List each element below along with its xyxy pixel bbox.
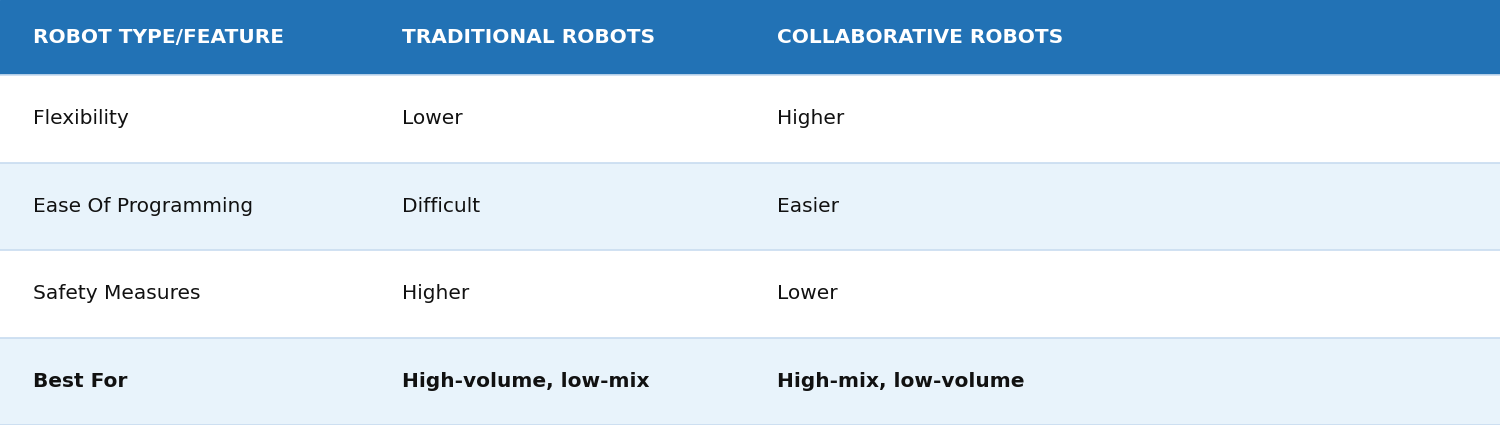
Text: High-volume, low-mix: High-volume, low-mix — [402, 372, 650, 391]
Text: Easier: Easier — [777, 197, 838, 216]
Text: Higher: Higher — [402, 284, 470, 303]
Text: ROBOT TYPE/FEATURE: ROBOT TYPE/FEATURE — [33, 28, 284, 47]
Text: Ease Of Programming: Ease Of Programming — [33, 197, 254, 216]
Bar — [0, 162, 1500, 250]
Text: Flexibility: Flexibility — [33, 109, 129, 128]
Text: Lower: Lower — [402, 109, 462, 128]
Text: High-mix, low-volume: High-mix, low-volume — [777, 372, 1024, 391]
Bar — [0, 337, 1500, 425]
Bar — [0, 0, 1500, 75]
Text: Best For: Best For — [33, 372, 128, 391]
Text: TRADITIONAL ROBOTS: TRADITIONAL ROBOTS — [402, 28, 656, 47]
Bar — [0, 250, 1500, 337]
Text: Difficult: Difficult — [402, 197, 480, 216]
Text: Safety Measures: Safety Measures — [33, 284, 201, 303]
Text: COLLABORATIVE ROBOTS: COLLABORATIVE ROBOTS — [777, 28, 1064, 47]
Bar — [0, 75, 1500, 162]
Text: Lower: Lower — [777, 284, 837, 303]
Text: Higher: Higher — [777, 109, 844, 128]
